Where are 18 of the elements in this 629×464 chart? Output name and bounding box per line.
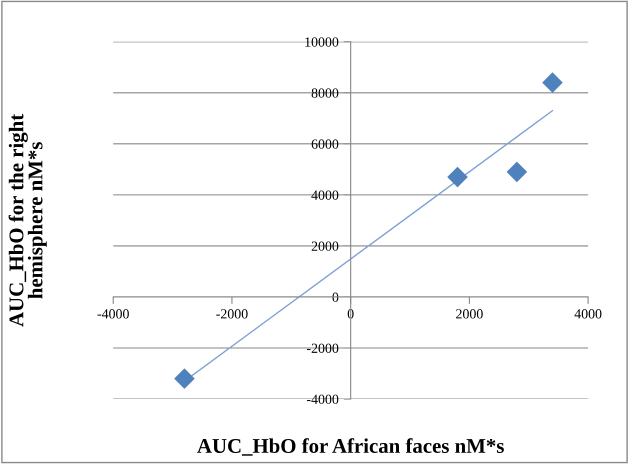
point: [174, 368, 195, 389]
y-tick-label: -2000: [306, 344, 338, 353]
x-tick-label: 2000: [456, 309, 483, 319]
x-tick-label: -2000: [216, 309, 248, 319]
y-tick-label: 2000: [312, 242, 338, 251]
x-axis-title: AUC_HbO for African faces nM*s: [197, 438, 504, 456]
y-tick-label: 4000: [311, 190, 338, 200]
y-tick-label: -4000: [306, 394, 338, 404]
y-tick-label: 6000: [312, 139, 338, 149]
x-tick-label: -4000: [98, 309, 129, 319]
point: [542, 72, 563, 93]
point: [447, 166, 468, 188]
y-tick-label: 8000: [312, 88, 338, 98]
y-axis-title: AUC_HbO for the right hemisphere nM*s: [8, 114, 47, 327]
y-tick-label: 10000: [305, 37, 338, 47]
point: [506, 162, 528, 182]
x-tick-label: 0: [348, 309, 354, 319]
x-tick-label: 4000: [574, 309, 602, 319]
